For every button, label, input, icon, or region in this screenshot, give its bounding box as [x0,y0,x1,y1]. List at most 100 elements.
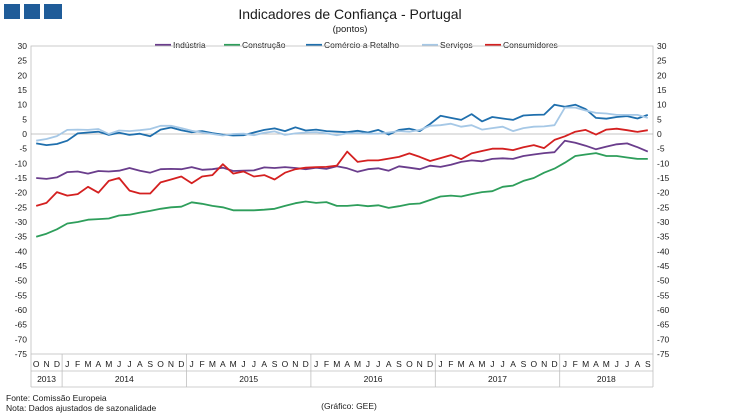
y-tick-label-right: 5 [657,114,662,124]
x-tick-year: 2018 [597,374,616,384]
y-tick-label-right: -20 [657,188,670,198]
x-tick-month: A [220,359,226,369]
x-tick-month: F [75,359,80,369]
y-tick-label-left: -35 [15,232,28,242]
logo-block-3 [44,4,62,19]
legend-label: Consumidores [503,40,558,50]
x-tick-month: M [209,359,216,369]
y-tick-label-right: -75 [657,349,670,359]
y-tick-label-left: 20 [18,70,28,80]
x-tick-month: M [84,359,91,369]
y-tick-label-left: 0 [22,129,27,139]
x-tick-month: M [105,359,112,369]
x-tick-month: J [314,359,318,369]
x-tick-month: S [521,359,527,369]
y-tick-label-left: -60 [15,305,28,315]
x-tick-month: J [563,359,567,369]
x-tick-year: 2013 [37,374,56,384]
x-tick-year: 2014 [115,374,134,384]
x-tick-month: J [65,359,69,369]
plot-frame [30,45,654,355]
y-tick-label-left: -40 [15,246,28,256]
x-tick-month: D [427,359,433,369]
x-tick-month: J [252,359,256,369]
y-tick-label-right: -35 [657,232,670,242]
x-tick-year: 2015 [239,374,258,384]
y-tick-label-left: -30 [15,217,28,227]
x-tick-month: M [458,359,465,369]
y-axis-left: 30 25 20 15 10 5 0 -5 -10 -15 -20 -25 -30 -35 -40 -45 -5… [15,41,28,359]
x-tick-month: F [448,359,453,369]
y-tick-label-right: -25 [657,202,670,212]
x-tick-month: O [530,359,537,369]
y-tick-label-left: -20 [15,188,28,198]
y-tick-label-left: 30 [18,41,28,51]
x-tick-month: O [406,359,413,369]
y-tick-label-left: -55 [15,290,28,300]
x-tick-month: A [96,359,102,369]
y-tick-label-right: 25 [657,56,667,66]
footer-credit: (Gráfico: GEE) [321,401,377,411]
y-tick-label-right: -70 [657,334,670,344]
x-tick-month: A [510,359,516,369]
series-line-servi-os [36,106,649,142]
y-tick-label-left: -50 [15,276,28,286]
footer-source: Fonte: Comissão Europeia [6,393,107,403]
x-tick-month: S [147,359,153,369]
x-tick-month: A [261,359,267,369]
y-axis-right: 30 25 20 15 10 5 0 -5 -10 -15 -20 -25 -30 -35 -40 -45 -5… [657,41,670,359]
x-tick-month: N [168,359,174,369]
legend-item: Comércio a Retalho [306,40,399,50]
x-tick-month: N [43,359,49,369]
legend-item: Indústria [155,40,206,50]
series-line-constru-o [35,152,648,238]
legend-label: Indústria [173,40,206,50]
y-tick-label-right: -55 [657,290,670,300]
x-tick-year: 2016 [364,374,383,384]
y-tick-label-right: 15 [657,85,667,95]
y-tick-label-left: 10 [18,100,28,110]
y-tick-label-right: -30 [657,217,670,227]
y-tick-label-right: -5 [657,144,665,154]
x-tick-month: F [199,359,204,369]
y-tick-label-left: -70 [15,334,28,344]
y-tick-label-left: -75 [15,349,28,359]
x-tick-month: J [190,359,194,369]
legend-label: Comércio a Retalho [324,40,399,50]
x-tick-month: J [376,359,380,369]
footer-note: Nota: Dados ajustados de sazonalidade [6,403,157,413]
x-tick-month: O [157,359,164,369]
y-tick-label-right: -40 [657,246,670,256]
x-tick-year: 2017 [488,374,507,384]
y-tick-label-left: 5 [22,114,27,124]
x-tick-month: M [354,359,361,369]
x-tick-month: J [117,359,121,369]
y-tick-label-right: 20 [657,70,667,80]
y-tick-label-left: -25 [15,202,28,212]
y-tick-label-right: -15 [657,173,670,183]
y-tick-label-right: -10 [657,158,670,168]
logo [4,4,62,19]
x-tick-month: A [386,359,392,369]
x-tick-month: A [344,359,350,369]
x-tick-month: A [469,359,475,369]
y-tick-label-left: -45 [15,261,28,271]
x-tick-month: O [33,359,40,369]
y-tick-label-left: 25 [18,56,28,66]
y-tick-label-right: -65 [657,320,670,330]
legend-item: Construção [224,40,286,50]
y-tick-label-left: -5 [19,144,27,154]
x-tick-month: S [272,359,278,369]
x-tick-month: A [137,359,143,369]
x-tick-month: J [615,359,619,369]
x-tick-month: D [303,359,309,369]
legend-item: Serviços [422,40,473,50]
x-tick-month: F [573,359,578,369]
y-tick-label-right: 0 [657,129,662,139]
x-tick-month: M [333,359,340,369]
x-tick-month: J [490,359,494,369]
x-tick-month: J [127,359,131,369]
x-tick-month: J [366,359,370,369]
